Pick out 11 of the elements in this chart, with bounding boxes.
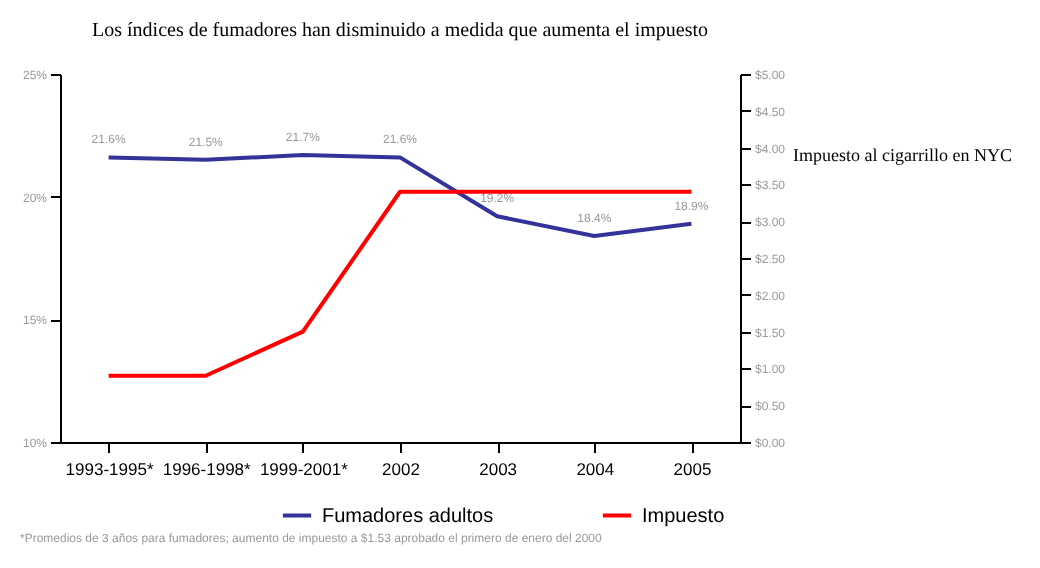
- x-tick-label: 2002: [382, 459, 421, 479]
- x-tick-label: 2005: [673, 459, 712, 479]
- chart-title: Los índices de fumadores han disminuido a medida que aumenta el impuesto: [92, 20, 708, 42]
- x-tick-label: 1999-2001*: [259, 459, 350, 479]
- x-tick-label: 2003: [479, 459, 518, 479]
- legend-label: Impuesto: [642, 505, 726, 528]
- x-tick-label: 1993-1995*: [65, 459, 155, 479]
- x-tick-label: 2004: [576, 459, 615, 479]
- y2-axis-title: Impuesto al cigarrillo en NYC: [793, 145, 1012, 165]
- legend-label: Fumadores adultos: [322, 505, 494, 528]
- x-tick-label: 1996-1998*: [162, 459, 253, 479]
